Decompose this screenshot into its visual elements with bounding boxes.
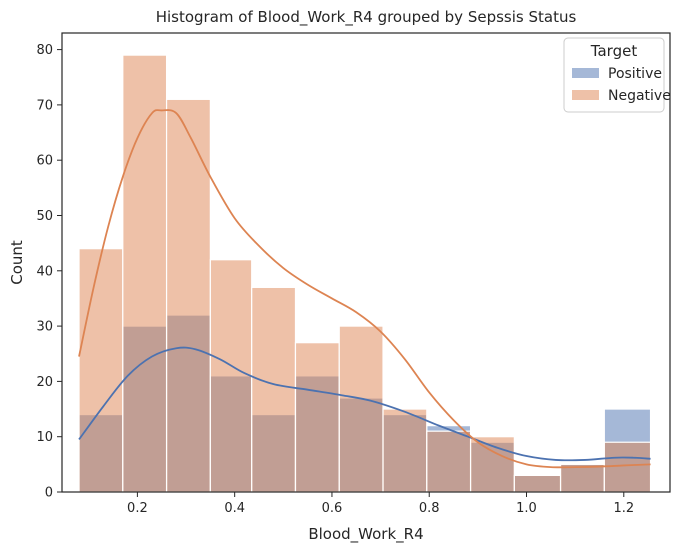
y-tick-label: 60 (36, 154, 53, 169)
y-tick-label: 70 (36, 98, 53, 113)
bar-negative-10 (513, 474, 562, 493)
bar-negative-5 (294, 342, 340, 493)
x-tick-label: 0.6 (322, 501, 343, 516)
legend-label-negative: Negative (608, 88, 671, 104)
chart-title: Histogram of Blood_Work_R4 grouped by Se… (156, 8, 577, 27)
y-tick-label: 30 (36, 320, 53, 335)
bar-negative-1 (122, 54, 168, 493)
x-tick-label: 1.0 (516, 501, 537, 516)
legend-swatch-negative (572, 90, 599, 100)
bar-negative-6 (338, 325, 384, 493)
bar-negative-0 (78, 248, 124, 493)
kde-line-negative (78, 109, 651, 469)
bar-negative-7 (382, 408, 428, 493)
y-tick-label: 50 (36, 209, 53, 224)
legend: Target Positive Negative (563, 37, 671, 113)
bar-negative-8 (426, 430, 472, 493)
bar-negative-9 (469, 436, 515, 493)
y-tick-label: 40 (36, 264, 53, 279)
y-axis-label: Count (8, 240, 26, 285)
plot-frame (61, 32, 671, 493)
y-ticks: 0 10 20 30 40 50 60 70 80 (36, 43, 62, 501)
kde-line-positive (78, 346, 651, 462)
y-tick-label: 0 (45, 486, 53, 501)
y-tick-label: 80 (36, 43, 53, 58)
x-tick-label: 1.2 (613, 501, 634, 516)
y-tick-label: 20 (36, 375, 53, 390)
bar-negative-11 (559, 463, 605, 493)
bar-negative-4 (251, 286, 297, 493)
bar-negative-3 (209, 259, 253, 493)
bar-negative-2 (165, 98, 211, 493)
x-ticks: 0.2 0.4 0.6 0.8 1.0 1.2 (127, 492, 634, 516)
x-tick-label: 0.8 (419, 501, 440, 516)
y-tick-label: 10 (36, 430, 53, 445)
legend-title: Target (590, 42, 638, 60)
legend-label-positive: Positive (608, 66, 662, 82)
legend-swatch-positive (572, 68, 599, 78)
x-tick-label: 0.2 (127, 501, 148, 516)
bars-layer (78, 54, 652, 493)
x-axis-label: Blood_Work_R4 (308, 525, 423, 544)
bar-negative-12 (603, 441, 652, 493)
kde-layer (78, 109, 651, 469)
x-tick-label: 0.4 (224, 501, 245, 516)
